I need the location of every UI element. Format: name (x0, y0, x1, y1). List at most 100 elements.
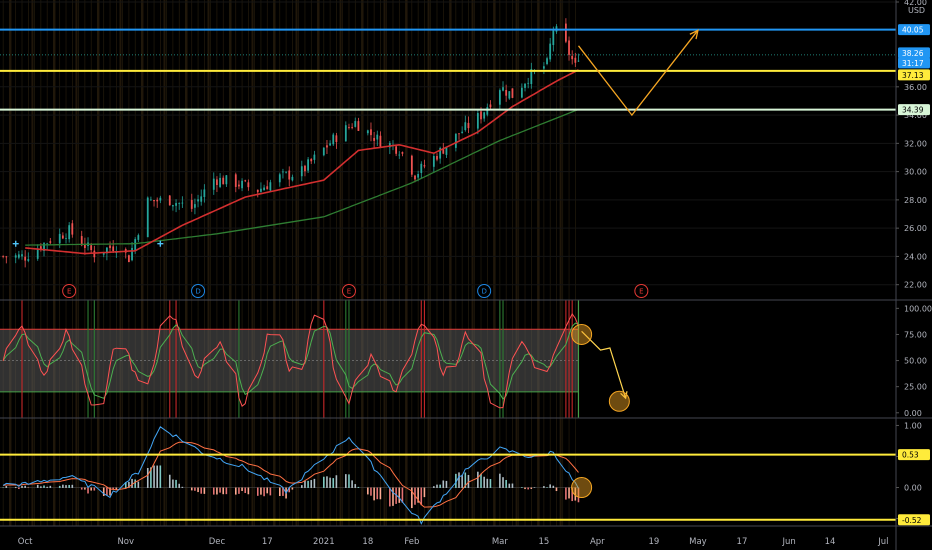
countdown-badge: 31:17 (902, 59, 924, 68)
macd-histogram-bar (159, 465, 162, 488)
candle-body (505, 89, 508, 96)
candle-body (216, 179, 218, 185)
candle-body (263, 187, 265, 191)
last-price-badge: 38.26 (902, 49, 924, 58)
macd-histogram-bar (370, 487, 372, 496)
candle-body (351, 127, 354, 129)
candle-body (156, 199, 159, 202)
candle-body (574, 57, 577, 63)
candle-body (225, 175, 228, 185)
macd-histogram-bar (395, 487, 397, 504)
macd-histogram-bar (508, 483, 511, 488)
level-badge-mid-box (898, 69, 930, 81)
stoch-k-line (2, 312, 579, 409)
stoch-tick-label: 25.00 (904, 383, 927, 392)
candle-body (398, 154, 401, 156)
candle-body (93, 250, 96, 258)
candle-body (61, 235, 64, 239)
stoch-projection-path (581, 330, 627, 399)
candle-body (467, 122, 470, 129)
price-tick-label: 32.00 (904, 139, 927, 148)
macd-histogram-bar (354, 484, 357, 488)
candle-body (436, 156, 438, 160)
candle-body (39, 246, 42, 251)
macd-histogram-bar (326, 476, 328, 488)
candle-body (395, 146, 398, 154)
macd-histogram-bar (225, 487, 228, 495)
macd-histogram-bar (524, 487, 526, 490)
weekend-band (141, 0, 144, 526)
stoch-highlight-circle (571, 323, 593, 345)
weekend-band (273, 0, 276, 526)
macd-histogram-bar (153, 465, 155, 488)
candle-body (307, 159, 309, 171)
candle-body (247, 182, 250, 188)
macd-histogram-bar (521, 487, 523, 488)
macd-histogram-bar (197, 487, 199, 493)
macd-histogram-bar (467, 474, 470, 488)
macd-histogram-bar (36, 484, 39, 488)
event-badge-dividend (477, 284, 492, 298)
candle-body (219, 177, 221, 187)
price-axis[interactable]: 42.00 36.00 34.00 32.00 30.00 28.00 26.00 24.00… (896, 0, 932, 526)
macd-histogram-bar (543, 486, 545, 488)
candle-body (304, 165, 306, 172)
candle-body (127, 255, 130, 263)
candle-body (546, 58, 548, 65)
macd-histogram-bar (502, 477, 504, 488)
time-tick-label: 14 (825, 537, 836, 547)
candle-body (300, 166, 303, 177)
candle-body (65, 238, 67, 239)
macd-histogram-bar (178, 483, 180, 488)
macd-histogram-bar (128, 481, 130, 488)
candle-body (357, 121, 360, 131)
candle-body (542, 66, 545, 69)
macd-histogram-bar (313, 478, 316, 488)
cross-marker (12, 240, 19, 247)
ema-lines (12, 69, 579, 255)
macd-histogram-bar (477, 471, 479, 488)
candle-body (564, 23, 567, 42)
weekend-band (493, 0, 496, 526)
horizontal-levels[interactable] (0, 28, 896, 111)
macd-histogram-bar (335, 475, 338, 488)
candle-body (14, 255, 17, 258)
macd-histogram-bar (420, 487, 423, 506)
candle-body (379, 135, 382, 147)
macd-histogram-bar (307, 480, 309, 488)
candle-body (137, 235, 140, 240)
candle-body (2, 256, 5, 257)
candle-body (332, 134, 335, 145)
macd-histogram-bar (357, 486, 360, 488)
candle-body (269, 182, 272, 191)
candle-body (49, 241, 52, 243)
candle-body (181, 202, 184, 204)
price-tick-label: 42.00 (904, 0, 927, 7)
price-projection[interactable] (577, 29, 699, 117)
candle-body (172, 205, 174, 207)
last-price-badge-box (898, 47, 930, 59)
time-axis[interactable]: Oct Nov Dec 17 2021 18 Feb Mar 15 Apr 19 May 17 Jun 14… (18, 537, 889, 547)
candle-body (458, 133, 460, 135)
macd-histogram-bar (134, 479, 136, 488)
macd-histogram-bar (445, 480, 448, 488)
macd-histogram-bar (146, 468, 149, 488)
weekend-band (251, 0, 254, 526)
macd-histogram-bar (124, 482, 127, 488)
candle-body (577, 60, 580, 62)
weekend-band (119, 0, 122, 526)
macd-histogram-bar (266, 487, 269, 494)
time-tick-label: Feb (404, 537, 419, 547)
macd-histogram-bar (577, 487, 580, 503)
macd-histogram-bar (49, 485, 52, 488)
macd-histogram-bar (533, 487, 536, 488)
candle-body (388, 143, 391, 148)
candle-body (420, 163, 423, 174)
weekend-band (559, 0, 562, 526)
macd-histogram-bar (216, 487, 218, 495)
candle-body (335, 135, 338, 142)
countdown-badge-box (898, 57, 930, 69)
macd-histogram-bar (68, 484, 70, 488)
